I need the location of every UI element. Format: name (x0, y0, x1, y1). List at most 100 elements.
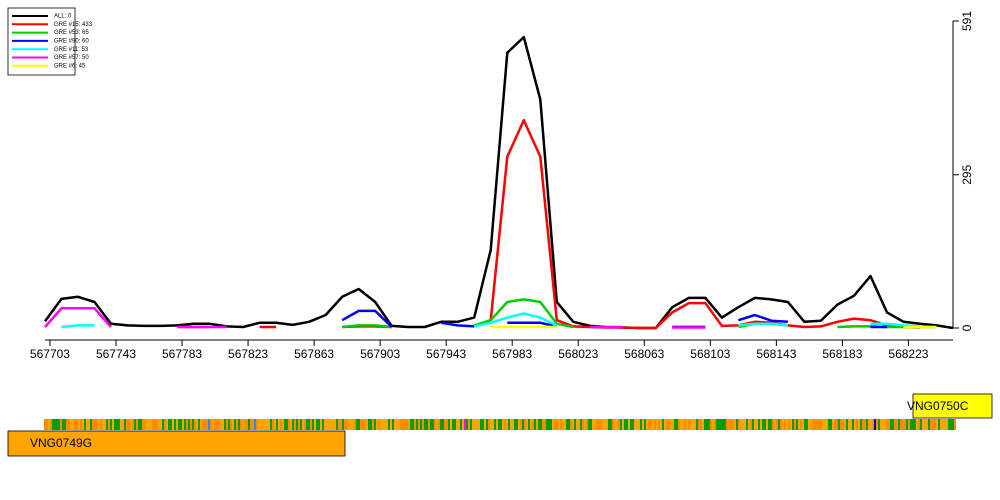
base (452, 419, 454, 430)
base (48, 419, 50, 430)
base (736, 419, 738, 430)
base (446, 419, 448, 430)
base (814, 419, 816, 430)
base (56, 419, 58, 430)
base (486, 419, 488, 430)
base (226, 419, 228, 430)
base (370, 419, 372, 430)
base (636, 419, 638, 430)
legend-label: ALL: 0 (54, 14, 72, 20)
base (414, 419, 416, 430)
base (670, 419, 672, 430)
base (946, 419, 948, 430)
base (740, 419, 742, 430)
base (892, 419, 894, 430)
base (244, 419, 246, 430)
base (550, 419, 552, 430)
base (802, 419, 804, 430)
base (128, 419, 130, 430)
base (508, 419, 510, 430)
base (774, 419, 776, 430)
base (742, 419, 744, 430)
base (102, 419, 104, 430)
base (534, 419, 536, 430)
base (466, 419, 468, 430)
base (354, 419, 356, 430)
base (920, 419, 922, 430)
y-tick-label: 591 (960, 11, 974, 31)
base (108, 419, 110, 430)
base (170, 419, 172, 430)
base (620, 419, 622, 430)
series-line (43, 35, 954, 330)
base (856, 419, 858, 430)
base (526, 419, 528, 430)
base (340, 419, 342, 430)
gene-label: VNG0750C (907, 399, 969, 413)
base (602, 419, 604, 430)
base (902, 419, 904, 430)
base (62, 419, 64, 430)
base (362, 419, 364, 430)
base (78, 419, 80, 430)
base (68, 419, 70, 430)
base (54, 419, 56, 430)
base (322, 419, 324, 430)
base (246, 419, 248, 430)
base (298, 419, 300, 430)
base (264, 419, 266, 430)
base (908, 419, 910, 430)
base (158, 419, 160, 430)
base (838, 419, 840, 430)
base (190, 419, 192, 430)
base (706, 419, 708, 430)
base (678, 419, 680, 430)
base (734, 419, 736, 430)
base (568, 419, 570, 430)
base (540, 419, 542, 430)
base (140, 419, 142, 430)
base (464, 419, 466, 430)
base (596, 419, 598, 430)
base (780, 419, 782, 430)
base (862, 419, 864, 430)
base (408, 419, 410, 430)
base (284, 419, 286, 430)
base (728, 419, 730, 430)
base (88, 419, 90, 430)
base (330, 419, 332, 430)
base (760, 419, 762, 430)
base (306, 419, 308, 430)
base (570, 419, 572, 430)
base (924, 419, 926, 430)
legend-label: GRE #11: 53 (54, 47, 89, 53)
base (160, 419, 162, 430)
base (258, 419, 260, 430)
base (730, 419, 732, 430)
base (240, 419, 242, 430)
base (582, 419, 584, 430)
base (938, 419, 940, 430)
base (608, 419, 610, 430)
base (506, 419, 508, 430)
base (890, 419, 892, 430)
base (942, 419, 944, 430)
base (138, 419, 140, 430)
base (520, 419, 522, 430)
base (558, 419, 560, 430)
base (860, 419, 862, 430)
base (360, 419, 362, 430)
base (372, 419, 374, 430)
base (510, 419, 512, 430)
base (604, 419, 606, 430)
base (112, 419, 114, 430)
base (886, 419, 888, 430)
base (788, 419, 790, 430)
base (618, 419, 620, 430)
base (328, 419, 330, 430)
base (500, 419, 502, 430)
base (196, 419, 198, 430)
base (296, 419, 298, 430)
y-tick-label: 0 (960, 324, 974, 331)
